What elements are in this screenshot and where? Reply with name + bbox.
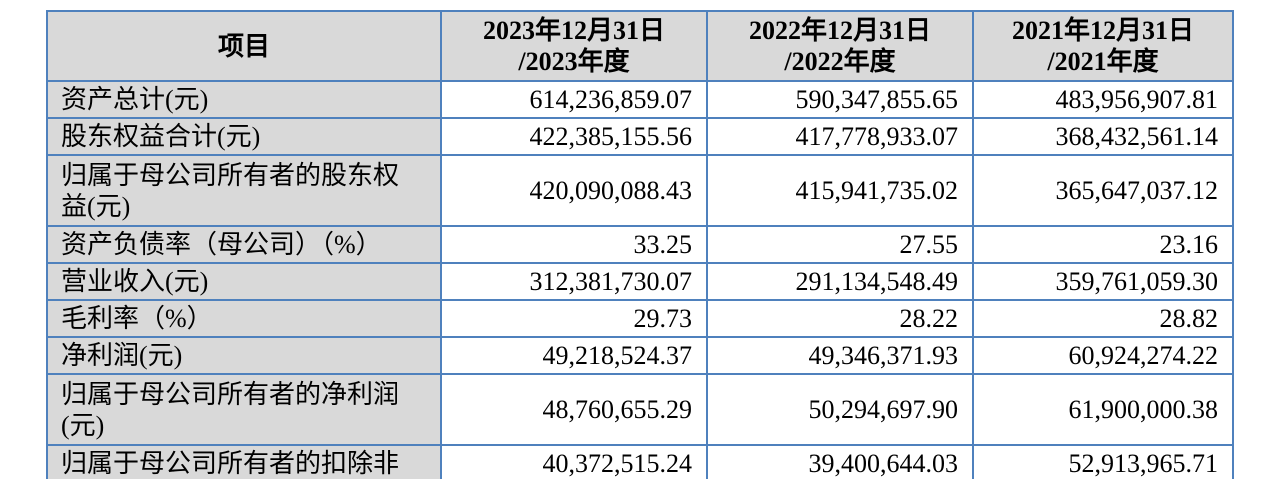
value-2022: 39,400,644.03 — [706, 444, 974, 479]
header-period-2023-year: /2023年度 — [518, 47, 630, 76]
table-row-parent-net-profit: 归属于母公司所有者的净利润(元) 48,760,655.29 50,294,69… — [46, 373, 1234, 446]
value-2023: 614,236,859.07 — [440, 80, 708, 119]
table-row-debt-ratio: 资产负债率（母公司）（%） 33.25 27.55 23.16 — [46, 225, 1234, 264]
header-period-2023: 2023年12月31日 /2023年度 — [440, 10, 708, 82]
value-2023: 48,760,655.29 — [440, 373, 708, 446]
table-row-total-assets: 资产总计(元) 614,236,859.07 590,347,855.65 48… — [46, 80, 1234, 119]
table-row-net-profit: 净利润(元) 49,218,524.37 49,346,371.93 60,92… — [46, 336, 1234, 375]
table-row-total-equity: 股东权益合计(元) 422,385,155.56 417,778,933.07 … — [46, 117, 1234, 156]
header-period-2021: 2021年12月31日 /2021年度 — [972, 10, 1234, 82]
value-2021: 483,956,907.81 — [972, 80, 1234, 119]
value-2021: 28.82 — [972, 299, 1234, 338]
value-2023: 49,218,524.37 — [440, 336, 708, 375]
table-row-parent-equity: 归属于母公司所有者的股东权益(元) 420,090,088.43 415,941… — [46, 154, 1234, 227]
table-row-gross-margin: 毛利率（%） 29.73 28.22 28.82 — [46, 299, 1234, 338]
header-period-2022-year: /2022年度 — [784, 47, 896, 76]
value-2022: 28.22 — [706, 299, 974, 338]
value-2021: 60,924,274.22 — [972, 336, 1234, 375]
value-2021: 368,432,561.14 — [972, 117, 1234, 156]
header-period-2023-date: 2023年12月31日 — [482, 16, 665, 45]
value-2021: 61,900,000.38 — [972, 373, 1234, 446]
value-2021: 52,913,965.71 — [972, 444, 1234, 479]
row-label: 资产总计(元) — [46, 80, 442, 119]
row-label: 股东权益合计(元) — [46, 117, 442, 156]
value-2022: 27.55 — [706, 225, 974, 264]
value-2023: 312,381,730.07 — [440, 262, 708, 301]
value-2023: 29.73 — [440, 299, 708, 338]
table-header-row: 项目 2023年12月31日 /2023年度 2022年12月31日 /2022… — [46, 10, 1234, 82]
header-period-2021-year: /2021年度 — [1047, 47, 1159, 76]
value-2021: 359,761,059.30 — [972, 262, 1234, 301]
value-2021: 23.16 — [972, 225, 1234, 264]
row-label: 资产负债率（母公司）（%） — [46, 225, 442, 264]
header-period-2021-date: 2021年12月31日 — [1011, 16, 1194, 45]
row-label: 毛利率（%） — [46, 299, 442, 338]
value-2022: 50,294,697.90 — [706, 373, 974, 446]
value-2021: 365,647,037.12 — [972, 154, 1234, 227]
row-label: 净利润(元) — [46, 336, 442, 375]
value-2022: 417,778,933.07 — [706, 117, 974, 156]
header-period-2022: 2022年12月31日 /2022年度 — [706, 10, 974, 82]
row-label: 营业收入(元) — [46, 262, 442, 301]
header-period-2022-date: 2022年12月31日 — [748, 16, 931, 45]
value-2023: 420,090,088.43 — [440, 154, 708, 227]
value-2023: 33.25 — [440, 225, 708, 264]
row-label: 归属于母公司所有者的扣除非 — [46, 444, 442, 479]
value-2023: 422,385,155.56 — [440, 117, 708, 156]
table-row-parent-deducted-profit: 归属于母公司所有者的扣除非 40,372,515.24 39,400,644.0… — [46, 444, 1234, 479]
value-2022: 49,346,371.93 — [706, 336, 974, 375]
row-label: 归属于母公司所有者的净利润(元) — [46, 373, 442, 446]
value-2022: 291,134,548.49 — [706, 262, 974, 301]
financial-summary-table: 项目 2023年12月31日 /2023年度 2022年12月31日 /2022… — [46, 10, 1234, 479]
value-2023: 40,372,515.24 — [440, 444, 708, 479]
value-2022: 415,941,735.02 — [706, 154, 974, 227]
value-2022: 590,347,855.65 — [706, 80, 974, 119]
row-label: 归属于母公司所有者的股东权益(元) — [46, 154, 442, 227]
header-item-column: 项目 — [46, 10, 442, 82]
table-row-revenue: 营业收入(元) 312,381,730.07 291,134,548.49 35… — [46, 262, 1234, 301]
